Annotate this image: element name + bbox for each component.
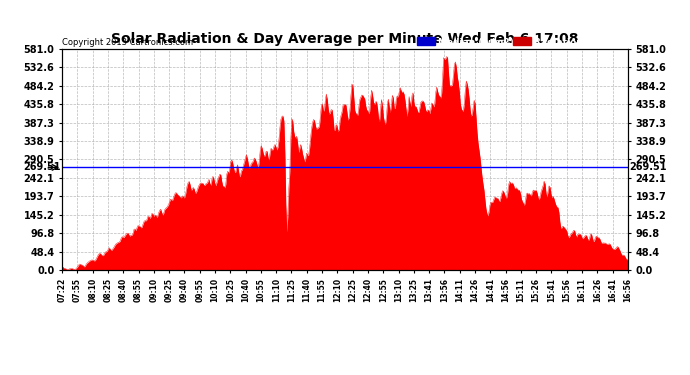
Text: 269.51: 269.51 [629,162,667,172]
Text: Copyright 2013 Cartronics.com: Copyright 2013 Cartronics.com [62,38,193,46]
Title: Solar Radiation & Day Average per Minute Wed Feb 6 17:08: Solar Radiation & Day Average per Minute… [111,32,579,46]
Text: 269.51: 269.51 [23,162,61,172]
Legend: Median (w/m2), Radiation (w/m2): Median (w/m2), Radiation (w/m2) [415,36,623,48]
